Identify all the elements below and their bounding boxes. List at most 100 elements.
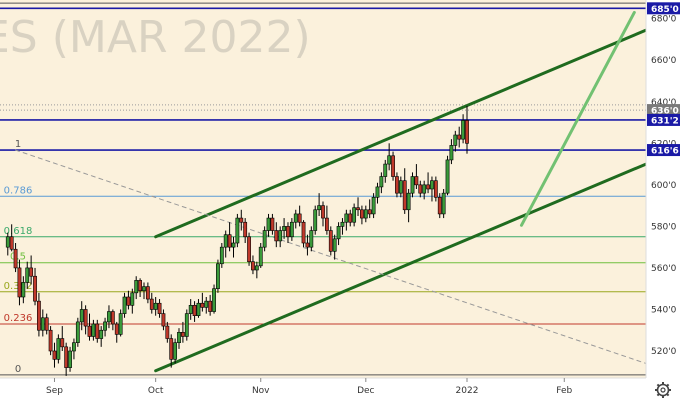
time-axis[interactable]: [0, 378, 646, 402]
candle-body: [461, 120, 465, 140]
candle-body: [356, 207, 360, 211]
candle-10: [44, 313, 49, 335]
candle-body: [95, 323, 100, 339]
candle-body: [21, 282, 26, 298]
candle-body: [196, 302, 201, 316]
candle-92: [363, 205, 368, 223]
price-marker-label: 616'6: [651, 147, 679, 157]
candle-body: [157, 302, 162, 314]
candle-80: [317, 193, 322, 216]
candle-61: [243, 218, 248, 243]
candle-body: [5, 236, 10, 248]
candle-37: [149, 292, 154, 314]
candle-body: [453, 134, 458, 146]
candle-102: [402, 168, 407, 214]
candle-body: [204, 300, 209, 308]
candle-45: [181, 321, 185, 343]
candle-106: [418, 180, 423, 198]
candlesticks: [5, 105, 469, 376]
candle-body: [165, 325, 170, 339]
candle-9: [40, 309, 45, 337]
candle-body: [40, 317, 45, 331]
candle-body: [262, 230, 267, 248]
candle-74: [293, 209, 298, 229]
candle-95: [375, 182, 380, 204]
candle-46: [184, 309, 189, 341]
candle-body: [344, 213, 349, 223]
candle-body: [270, 217, 275, 231]
candle-body: [169, 338, 174, 360]
candle-body: [48, 329, 53, 352]
candle-73: [289, 218, 294, 241]
candle-body: [223, 234, 228, 248]
trend-line-channel-upper: [154, 28, 648, 239]
candle-body: [91, 323, 96, 337]
candle-40: [161, 309, 166, 331]
candle-body: [395, 176, 399, 194]
candle-51: [204, 297, 209, 314]
x-tick-label: Oct: [148, 386, 164, 396]
price-axis[interactable]: [646, 0, 680, 378]
candle-body: [118, 313, 123, 335]
x-tick-label: Dec: [357, 386, 374, 396]
price-marker-box: [647, 104, 680, 117]
candle-body: [192, 305, 197, 316]
candle-30: [122, 292, 127, 318]
settings-gear-icon[interactable]: [655, 382, 671, 398]
candle-65: [258, 243, 263, 268]
candle-body: [348, 213, 353, 223]
price-marker-box: [647, 144, 680, 157]
candle-body: [72, 342, 76, 352]
candle-26: [107, 305, 111, 329]
candle-body: [83, 309, 88, 327]
candle-93: [367, 199, 372, 219]
fib-label-6: 0.236: [4, 313, 33, 324]
candle-52: [208, 294, 213, 316]
candle-body: [387, 155, 392, 165]
candle-31: [126, 290, 131, 310]
candle-body: [426, 184, 430, 190]
candle-body: [328, 230, 333, 252]
candle-57: [227, 222, 232, 252]
candle-35: [142, 282, 146, 300]
candle-0: [5, 232, 10, 256]
candle-72: [286, 222, 290, 243]
candle-body: [324, 217, 329, 231]
candle-90: [356, 197, 360, 216]
candle-body: [266, 217, 271, 231]
candle-body: [52, 350, 57, 360]
candle-33: [134, 276, 139, 300]
candle-body: [465, 120, 469, 144]
candle-70: [278, 226, 283, 248]
candle-42: [169, 334, 174, 368]
candle-82: [324, 205, 329, 235]
candle-body: [17, 267, 22, 298]
candle-66: [262, 226, 267, 252]
candle-body: [445, 159, 450, 194]
candle-89: [352, 203, 357, 227]
fib-label-2: 0.786: [4, 185, 33, 196]
candle-body: [25, 267, 30, 283]
candle-body: [184, 313, 189, 337]
candle-4: [21, 276, 26, 304]
candle-body: [360, 209, 364, 219]
candle-77: [305, 234, 310, 256]
candle-79: [313, 205, 318, 235]
candle-38: [153, 297, 158, 316]
fib-label-4: 0.5: [10, 252, 26, 263]
y-tick-label: 600'0: [651, 181, 677, 191]
candle-29: [118, 309, 123, 337]
horizontal-levels: [0, 7, 646, 151]
candle-body: [126, 296, 131, 306]
candle-body: [110, 311, 115, 325]
y-tick-label: 660'0: [651, 56, 677, 66]
candle-body: [103, 321, 107, 331]
price-marker-631-2: 631'2: [647, 113, 680, 126]
candle-body: [200, 302, 205, 308]
candle-22: [91, 319, 96, 341]
candle-body: [251, 261, 255, 271]
price-marker-label: 636'0: [651, 107, 679, 117]
y-tick-label: 520'0: [651, 347, 677, 357]
